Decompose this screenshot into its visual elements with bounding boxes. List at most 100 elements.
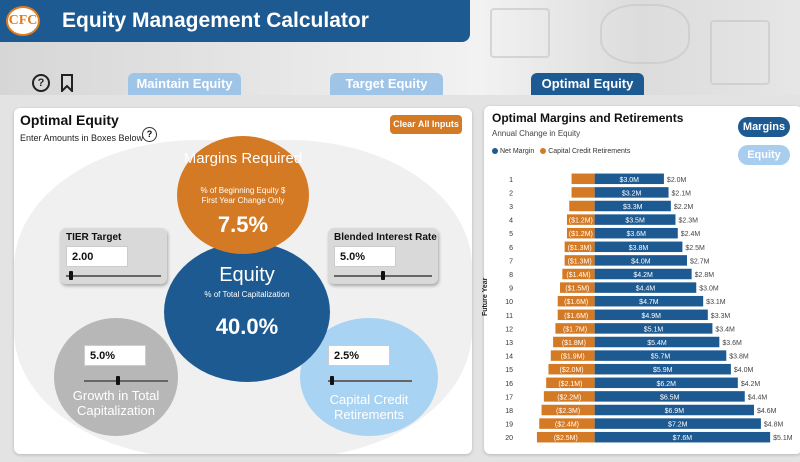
legend-dot [492,148,498,155]
clear-all-inputs-button[interactable]: Clear All Inputs [390,115,462,134]
margins-value: 7.5% [217,212,269,237]
ccr-label-line2: Retirements [333,407,405,422]
retirement-bar [557,309,595,321]
net-margin-label: $4.4M [636,286,656,293]
net-margin-label: $6.5M [660,394,680,401]
total-label: $2.1M [672,190,692,197]
retirement-label: ($1.7M) [563,326,587,333]
retirement-label: ($1.9M) [561,354,585,361]
net-margin-label: $3.0M [620,177,640,184]
retirement-bar [543,391,595,402]
net-margin-bar [594,255,688,266]
equity-toggle-button[interactable]: Equity [738,145,790,165]
equity-value: 40.0% [215,314,279,339]
background-decoration [490,8,550,58]
retirement-label: ($2.0M) [560,367,584,374]
retirement-label: ($1.6M) [564,313,588,320]
retirement-bar [550,350,595,361]
ccr-slider-thumb[interactable] [330,376,335,385]
legend-label: Capital Credit Retirements [548,148,631,155]
tier-target-input[interactable]: 2.00 [66,246,128,267]
capital-credit-input[interactable]: 2.5% [328,345,390,366]
y-tick-label: 2 [509,190,513,197]
net-margin-bar [594,323,713,334]
equity-title: Equity [219,264,275,286]
total-label: $2.7M [690,258,710,265]
growth-slider-track[interactable] [84,380,168,382]
net-margin-bar [594,431,771,443]
retirement-bar [548,363,595,375]
net-margin-label: $5.1M [644,326,664,333]
legend-item-net-margin: Net Margin [492,148,534,155]
tier-slider-track[interactable] [66,275,161,277]
tier-target-card: TIER Target 2.00 [60,228,167,284]
net-margin-bar [594,309,708,321]
title-bar: CFC Equity Management Calculator [0,0,470,42]
margins-line2: First Year Change Only [201,196,285,205]
blended-interest-card: Blended Interest Rate 5.0% [328,228,438,284]
blended-interest-title: Blended Interest Rate [334,232,437,243]
retirement-bar [536,431,595,443]
total-label: $4.4M [748,394,768,401]
chart-subtitle: Annual Change in Equity [492,129,581,138]
margins-line1: % of Beginning Equity $ [200,186,286,195]
help-icon[interactable]: ? [142,127,157,142]
question-circle-icon[interactable]: ? [32,74,50,92]
growth-input[interactable]: 5.0% [84,345,146,366]
net-margin-bar [594,268,692,280]
bar-chart: 1 $3.0M $2.0M 2 $3.2M $2.1M 3 $3.3M $2.2M 4 $3.5M (… [505,173,793,443]
retirement-bar [539,418,595,429]
bookmark-icon[interactable] [58,74,76,92]
net-margin-label: $3.2M [622,190,642,197]
total-label: $5.1M [773,435,793,442]
app-title: Equity Management Calculator [62,9,369,32]
retirement-label: ($1.2M) [569,231,593,238]
net-margin-label: $3.3M [623,204,643,211]
growth-slider-thumb[interactable] [115,376,120,385]
y-tick-label: 10 [505,299,513,306]
margins-toggle-button[interactable]: Margins [738,117,790,137]
net-margin-label: $4.0M [631,258,651,265]
y-tick-label: 8 [509,272,513,279]
y-tick-label: 9 [509,286,513,293]
net-margin-label: $4.2M [633,272,653,279]
blended-slider-thumb[interactable] [381,271,385,280]
retirement-bar [553,336,595,348]
net-margin-bar [594,350,727,361]
y-tick-label: 7 [509,258,513,265]
retirement-label: ($2.2M) [557,394,581,401]
retirement-bar [564,241,595,253]
total-label: $4.6M [757,408,777,415]
growth-label-line2: Capitalization [76,403,156,418]
retirement-label: ($1.6M) [564,299,588,306]
ccr-slider-track[interactable] [328,380,412,382]
net-margin-bar [594,336,720,348]
total-label: $4.2M [741,381,761,388]
retirement-bar [566,214,595,225]
net-margin-label: $4.7M [639,299,659,306]
chart-title: Optimal Margins and Retirements [492,111,684,125]
tab-optimal-equity[interactable]: Optimal Equity [531,73,644,95]
total-label: $4.0M [734,367,754,374]
total-label: $3.4M [715,326,735,333]
retirement-bar [557,295,595,307]
equity-circle: Equity % of Total Capitalization 40.0% [164,242,330,382]
retirement-label: ($1.4M) [566,272,590,279]
retirement-bar [555,323,595,334]
total-label: $3.3M [711,313,731,320]
logo: CFC [6,6,40,36]
tab-target-equity[interactable]: Target Equity [330,73,443,95]
retirement-bar [571,187,595,198]
total-label: $3.1M [706,299,726,306]
tab-maintain-equity[interactable]: Maintain Equity [128,73,241,95]
tier-slider-thumb[interactable] [68,271,73,280]
y-tick-label: 19 [505,422,513,429]
blended-interest-input[interactable]: 5.0% [334,246,396,267]
panel-subtitle: Enter Amounts in Boxes Below [20,133,144,143]
total-label: $3.8M [729,354,749,361]
chart-legend: Net Margin Capital Credit Retirements [492,148,630,155]
y-tick-label: 3 [509,204,513,211]
margins-required-circle: Margins Required % of Beginning Equity $… [177,136,309,254]
net-margin-bar [594,391,745,402]
y-tick-label: 13 [505,340,513,347]
